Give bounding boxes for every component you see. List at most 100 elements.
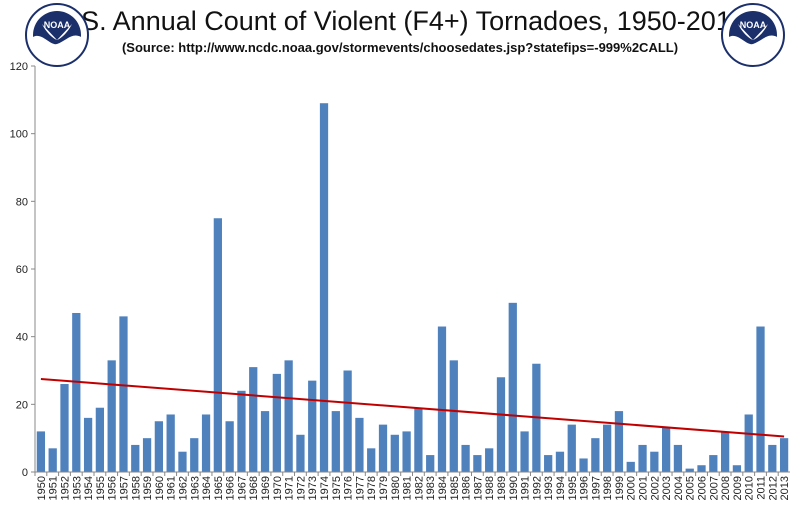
noaa-logo-left: NOAA (25, 3, 89, 67)
x-tick-label: 1984 (437, 476, 449, 500)
trend-line (40, 377, 785, 438)
bar-2003 (662, 428, 671, 472)
bar-2010 (744, 414, 753, 472)
bar-1971 (284, 360, 293, 472)
x-axis-ticks: 1950 1951 1952 1953 1954 1955 1956 1957 1958 1959… (34, 472, 791, 500)
y-tick-label: 20 (16, 399, 28, 411)
x-tick-label: 1999 (614, 476, 626, 500)
bar-1978 (367, 448, 376, 472)
x-tick-label: 1954 (83, 476, 95, 500)
bar-1997 (591, 438, 600, 472)
bar-1955 (95, 407, 105, 472)
x-tick-label: 1971 (284, 476, 296, 500)
y-tick-label: 60 (16, 264, 28, 276)
x-tick-label: 1989 (496, 476, 508, 500)
x-tick-label: 1985 (449, 476, 461, 500)
x-tick-label: 1990 (508, 476, 520, 500)
x-tick-label: 1978 (366, 476, 378, 500)
bar-group (36, 103, 789, 472)
y-tick-label: 40 (16, 332, 28, 344)
bar-2007 (709, 455, 718, 472)
x-tick-label: 2002 (649, 476, 661, 500)
bar-1950 (36, 431, 46, 472)
noaa-logo-text: NOAA (44, 20, 71, 30)
x-tick-label: 1961 (166, 476, 178, 500)
bar-1964 (201, 414, 211, 472)
x-tick-label: 1958 (130, 476, 142, 500)
bar-1988 (485, 448, 494, 472)
bar-1984 (437, 326, 447, 472)
x-tick-label: 2013 (779, 476, 791, 500)
x-tick-label: 2003 (661, 476, 673, 500)
x-tick-label: 1973 (307, 476, 319, 500)
x-tick-label: 2012 (767, 476, 779, 500)
x-tick-label: 1968 (248, 476, 260, 500)
bar-1976 (343, 370, 352, 472)
x-tick-label: 1950 (36, 476, 48, 500)
bar-2001 (638, 444, 647, 472)
x-tick-label: 1959 (142, 476, 154, 500)
bar-1983 (426, 455, 435, 472)
bar-2006 (697, 465, 706, 472)
x-tick-label: 1998 (602, 476, 614, 500)
bar-2000 (626, 461, 635, 472)
bar-1985 (449, 360, 458, 472)
bar-1969 (260, 411, 270, 472)
x-tick-label: 2011 (756, 476, 768, 500)
y-tick-label: 120 (10, 61, 28, 73)
x-tick-label: 1994 (555, 476, 567, 500)
bar-1970 (272, 373, 281, 472)
x-tick-label: 1952 (59, 476, 71, 500)
bar-1960 (154, 421, 163, 472)
noaa-logo-right: NOAA (721, 3, 785, 67)
bar-1986 (461, 444, 470, 472)
x-tick-label: 1995 (567, 476, 579, 500)
bar-1963 (190, 438, 199, 472)
bar-2009 (732, 465, 742, 472)
bar-1980 (390, 434, 399, 472)
bar-1958 (131, 444, 140, 472)
y-tick-label: 80 (16, 196, 28, 208)
y-tick-label: 0 (22, 467, 28, 479)
bar-1989 (496, 377, 506, 472)
x-tick-label: 1970 (272, 476, 284, 500)
bar-1981 (402, 431, 411, 472)
x-tick-label: 1964 (201, 476, 213, 500)
x-tick-label: 2009 (732, 476, 744, 500)
x-tick-label: 1951 (48, 476, 60, 500)
bar-2005 (685, 468, 694, 472)
bar-1956 (107, 360, 116, 472)
bar-2013 (779, 438, 789, 472)
x-tick-label: 1996 (579, 476, 591, 500)
chart-subtitle: (Source: http://www.ncdc.noaa.gov/storme… (121, 40, 679, 55)
bar-1953 (72, 312, 81, 472)
x-tick-label: 2000 (626, 476, 638, 500)
y-axis-ticks: 0 20 40 60 80 100 120 (10, 61, 35, 479)
x-tick-label: 2001 (638, 476, 650, 500)
x-tick-label: 1969 (260, 476, 272, 500)
bar-1951 (48, 448, 57, 472)
x-tick-label: 1962 (177, 476, 189, 500)
bar-1991 (520, 431, 529, 472)
bar-1977 (355, 417, 364, 472)
x-tick-label: 1977 (354, 476, 366, 500)
chart-title: U.S. Annual Count of Violent (F4+) Torna… (54, 6, 746, 36)
x-tick-label: 1993 (543, 476, 555, 500)
x-tick-label: 1987 (472, 476, 484, 500)
x-tick-label: 1953 (71, 476, 83, 500)
bar-1982 (414, 407, 423, 472)
x-tick-label: 1963 (189, 476, 201, 500)
bar-1959 (142, 438, 152, 472)
x-tick-label: 1957 (118, 476, 130, 500)
x-tick-label: 1986 (461, 476, 473, 500)
bar-1966 (225, 421, 234, 472)
bar-1994 (555, 451, 565, 472)
bar-1962 (178, 451, 187, 472)
x-tick-label: 2008 (720, 476, 732, 500)
noaa-logo-text: NOAA (740, 20, 767, 30)
bar-1999 (614, 411, 624, 472)
x-tick-label: 1988 (484, 476, 496, 500)
x-tick-label: 1991 (520, 476, 532, 500)
bar-1990 (508, 302, 517, 472)
x-tick-label: 1997 (590, 476, 602, 500)
